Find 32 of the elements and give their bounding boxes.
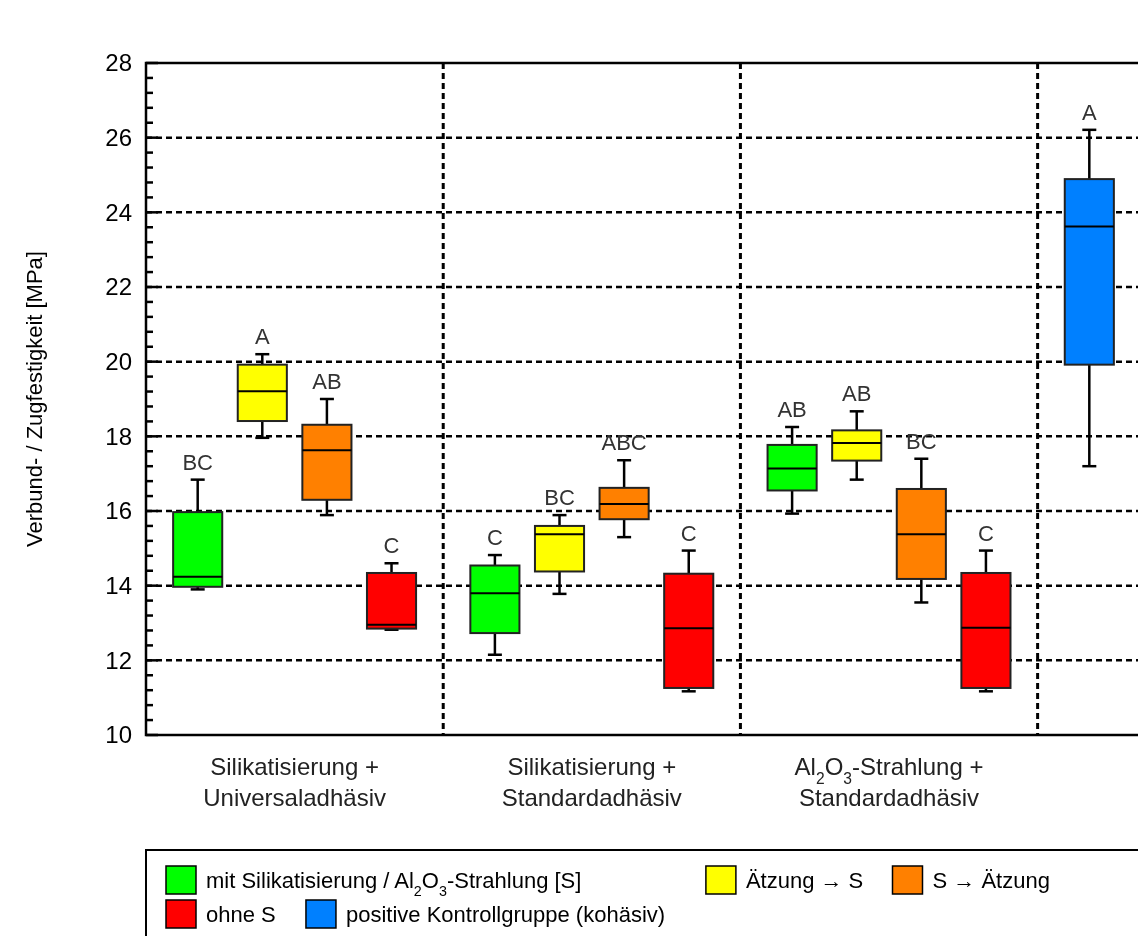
legend-label: mit Silikatisierung / Al$_{2}$O$_{3}$-Strahlung [S]	[206, 867, 582, 899]
text: A	[1081, 99, 1097, 125]
y-tick-label: 16	[105, 497, 132, 525]
text: AB	[312, 369, 342, 394]
legend-label: positive Kontrollgruppe (kohäsiv)	[345, 901, 666, 927]
x-tick-label: Silikatisierung + Standardadhäsiv	[501, 753, 682, 811]
text: C	[383, 533, 400, 559]
text: A	[254, 324, 270, 350]
text: BC	[906, 428, 937, 454]
y-tick-label: 10	[105, 721, 132, 749]
text: C	[977, 520, 994, 546]
y-tick-label: 20	[105, 348, 132, 376]
legend-label: ohne S	[206, 901, 276, 927]
text: AB	[777, 397, 807, 422]
text: C	[486, 525, 503, 551]
x-tick-label: Al$_{2}$O$_{3}$-Strahlung + Standardadhäsiv	[794, 753, 984, 811]
x-tick-label: Silikatisierung + Universaladhäsiv	[203, 753, 386, 811]
legend-label: Ätzung → S	[745, 867, 864, 893]
text: BC	[544, 485, 575, 511]
text: ABC	[601, 430, 647, 456]
legend-label: S → Ätzung	[932, 867, 1050, 893]
y-tick-label: 22	[105, 273, 132, 301]
y-tick-label: 24	[105, 198, 132, 226]
y-tick-label: 26	[105, 124, 132, 152]
y-axis-title: Verbund- / Zugfestigkeit [MPa]	[22, 251, 47, 547]
y-tick-label: 28	[105, 49, 132, 77]
text: C	[680, 520, 697, 546]
y-tick-label: 12	[105, 646, 132, 674]
y-tick-label: 18	[105, 422, 132, 450]
y-tick-label: 14	[105, 572, 132, 600]
text: AB	[842, 381, 872, 407]
text: BC	[182, 449, 213, 475]
